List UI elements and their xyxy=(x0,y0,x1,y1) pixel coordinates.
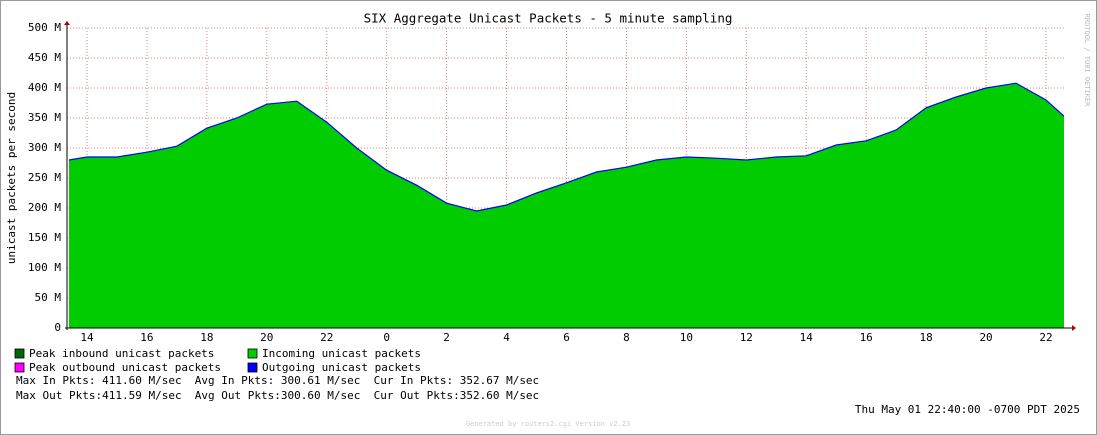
legend-swatch xyxy=(247,362,258,373)
x-tick-label: 18 xyxy=(200,331,213,344)
legend-label: Peak outbound unicast packets xyxy=(29,361,221,374)
x-tick-label: 18 xyxy=(920,331,933,344)
y-tick-label: 250 M xyxy=(28,171,61,184)
x-tick-label: 8 xyxy=(623,331,630,344)
x-tick-label: 22 xyxy=(1039,331,1052,344)
y-axis-label: unicast packets per second xyxy=(5,92,18,264)
x-tick-label: 14 xyxy=(80,331,94,344)
y-tick-label: 300 M xyxy=(28,141,61,154)
y-tick-label: 500 M xyxy=(28,21,61,34)
y-tick-label: 450 M xyxy=(28,51,61,64)
y-tick-label: 350 M xyxy=(28,111,61,124)
x-arrow xyxy=(1072,325,1076,331)
x-tick-label: 22 xyxy=(320,331,333,344)
watermark: RRDTOOL / TOBI OETIKER xyxy=(1083,14,1091,108)
stats-line: Max Out Pkts:411.59 M/sec Avg Out Pkts:3… xyxy=(16,389,539,402)
legend-label: Outgoing unicast packets xyxy=(262,361,421,374)
y-tick-label: 100 M xyxy=(28,261,61,274)
y-tick-label: 50 M xyxy=(35,291,62,304)
x-tick-label: 16 xyxy=(860,331,873,344)
x-tick-label: 6 xyxy=(563,331,570,344)
stats-line: Max In Pkts: 411.60 M/sec Avg In Pkts: 3… xyxy=(16,374,539,387)
x-tick-label: 10 xyxy=(680,331,693,344)
y-tick-label: 400 M xyxy=(28,81,61,94)
x-tick-label: 4 xyxy=(503,331,510,344)
x-tick-label: 20 xyxy=(979,331,992,344)
y-tick-label: 0 xyxy=(54,321,61,334)
legend-swatch xyxy=(14,348,25,359)
legend-label: Peak inbound unicast packets xyxy=(29,347,214,360)
chart-title: SIX Aggregate Unicast Packets - 5 minute… xyxy=(364,11,733,26)
x-tick-label: 2 xyxy=(443,331,450,344)
x-tick-label: 20 xyxy=(260,331,273,344)
y-tick-label: 200 M xyxy=(28,201,61,214)
legend-swatch xyxy=(14,362,25,373)
x-tick-label: 0 xyxy=(383,331,390,344)
legend-swatch xyxy=(247,348,258,359)
x-tick-label: 14 xyxy=(800,331,814,344)
y-tick-label: 150 M xyxy=(28,231,61,244)
x-tick-label: 12 xyxy=(740,331,753,344)
incoming-area xyxy=(69,83,1064,328)
outgoing-line xyxy=(68,82,1065,212)
legend-label: Incoming unicast packets xyxy=(262,347,421,360)
footer: Generated by routers2.cgi Version v2.23 xyxy=(466,420,630,428)
timestamp: Thu May 01 22:40:00 -0700 PDT 2025 xyxy=(855,403,1080,416)
x-tick-label: 16 xyxy=(140,331,153,344)
y-arrow xyxy=(64,21,70,25)
plot: 0 50 M 100 M 150 M 200 M 250 M 300 M 350 M 400 M… xyxy=(28,21,1076,344)
